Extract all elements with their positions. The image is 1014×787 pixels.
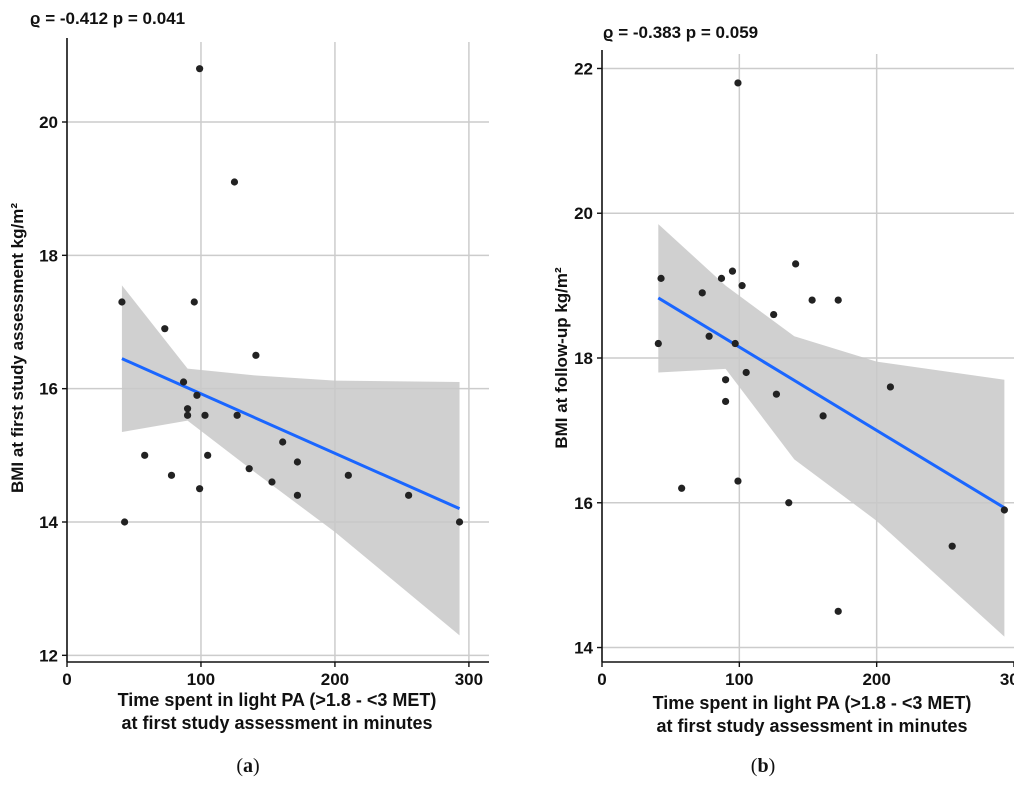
chart-a-point-17 [252, 351, 260, 359]
chart-b-y-tick-label-22: 22 [574, 59, 593, 78]
chart-a-point-9 [193, 391, 201, 399]
chart-b-point-0 [654, 339, 662, 348]
chart-a-fit-line [121, 357, 461, 511]
chart-b-fit-line [657, 296, 1006, 510]
chart-a-x-axis-label-line1: Time spent in light PA (>1.8 - <3 MET) [118, 690, 437, 710]
chart-b-y-axis-label: BMI at follow-up kg/m² [552, 267, 571, 449]
chart-a-point-23 [405, 491, 413, 499]
chart-a-point-24 [455, 518, 464, 526]
chart-a-x-tick-label-100: 100 [187, 670, 215, 689]
chart-a-point-6 [183, 405, 192, 413]
chart-b-point-22 [886, 383, 895, 391]
chart-a-y-tick-label-14: 14 [39, 513, 58, 532]
chart-a-stats: ϱ = -0.412 p = 0.041 [30, 9, 185, 28]
chart-a-point-16 [245, 465, 253, 473]
chart-a-point-10 [196, 485, 204, 493]
chart-a-y-tick-label-20: 20 [39, 113, 58, 132]
chart-b-point-15 [772, 390, 781, 398]
chart-b-y-tick-label-16: 16 [574, 494, 593, 513]
chart-a-point-7 [183, 411, 192, 419]
chart-b-y-tick-label-20: 20 [574, 204, 593, 223]
chart-b-point-3 [698, 289, 706, 297]
chart-b-x-tick-label-300: 300 [1000, 670, 1014, 689]
chart-b-point-5 [717, 274, 726, 282]
chart-b-point-10 [734, 477, 742, 485]
chart-a-point-13 [204, 451, 212, 459]
chart-b-x-tick-label-0: 0 [597, 670, 606, 689]
chart-a-point-19 [279, 438, 287, 446]
chart-b-point-13 [742, 368, 750, 377]
chart-a-x-axis-label-line2: at first study assessment in minutes [121, 713, 432, 733]
chart-a-point-11 [196, 65, 204, 73]
chart-a-point-3 [161, 325, 169, 333]
chart-b-point-21 [834, 607, 842, 615]
chart-b-x-axis-label-line1: Time spent in light PA (>1.8 - <3 MET) [653, 693, 972, 713]
chart-a-y-tick-label-18: 18 [39, 246, 58, 265]
chart-b-x-tick-label-200: 200 [862, 670, 890, 689]
chart-b-point-9 [731, 339, 739, 348]
chart-b-point-14 [770, 310, 778, 319]
chart-b-confidence-band [658, 224, 1005, 637]
chart-a-point-15 [233, 411, 241, 419]
chart-b-point-1 [657, 274, 665, 282]
chart-b-point-23 [948, 542, 956, 550]
chart-a-point-22 [344, 471, 352, 479]
chart-a-y-axis-label: BMI at first study assessment kg/m² [8, 203, 27, 493]
chart-b-point-17 [792, 260, 800, 268]
chart-a-point-20 [293, 458, 302, 466]
chart-b-point-20 [834, 296, 842, 304]
chart-a-x-tick-label-300: 300 [455, 670, 483, 689]
chart-a-point-2 [141, 451, 149, 459]
chart-b-point-7 [722, 397, 730, 406]
chart-a-point-18 [268, 478, 276, 486]
chart-b-point-19 [819, 412, 827, 420]
chart-a-point-12 [201, 411, 209, 419]
chart-b-point-12 [738, 282, 746, 290]
chart-b-point-2 [678, 484, 686, 492]
chart-b-plot-area: 0 100 200 300 14 16 18 20 22 [574, 50, 1014, 689]
chart-a-point-8 [190, 298, 198, 306]
chart-a-point-5 [179, 378, 188, 386]
chart-b-stats: ϱ = -0.383 p = 0.059 [603, 23, 758, 42]
chart-b-x-axis-label-line2: at first study assessment in minutes [656, 716, 967, 736]
chart-a-point-1 [121, 518, 129, 526]
chart-a-point-4 [167, 471, 176, 479]
chart-panel-b: ϱ = -0.383 p = 0.059 0 100 200 300 14 16 18 20 2… [552, 23, 1014, 777]
chart-a-point-0 [118, 298, 126, 306]
chart-b-point-18 [808, 296, 816, 304]
chart-b-panel-caption: (b) [751, 755, 775, 777]
chart-a-point-14 [230, 178, 239, 186]
chart-a-y-tick-label-12: 12 [39, 646, 58, 665]
chart-a-x-tick-label-0: 0 [62, 670, 71, 689]
chart-a-point-21 [293, 491, 302, 499]
chart-b-x-tick-label-100: 100 [725, 670, 753, 689]
chart-b-point-8 [728, 267, 737, 275]
chart-b-point-11 [734, 79, 742, 87]
chart-a-plot-area: 0 100 200 300 12 14 16 18 20 [39, 38, 489, 689]
chart-a-panel-letter: a [243, 755, 253, 777]
chart-b-y-tick-label-18: 18 [574, 349, 593, 368]
chart-b-point-24 [1000, 506, 1008, 514]
chart-a-panel-caption: (a) [236, 755, 259, 777]
chart-b-y-tick-label-14: 14 [574, 639, 593, 658]
chart-b-point-16 [785, 499, 793, 507]
chart-a-confidence-band [121, 285, 460, 636]
chart-a-y-tick-label-16: 16 [39, 380, 58, 399]
chart-b-panel-letter: b [757, 755, 768, 777]
chart-b-point-4 [705, 332, 713, 340]
chart-panel-a: ϱ = -0.412 p = 0.041 0 100 200 300 12 14 16 18 2… [8, 9, 489, 777]
chart-a-x-tick-label-200: 200 [321, 670, 349, 689]
chart-b-point-6 [722, 376, 730, 384]
